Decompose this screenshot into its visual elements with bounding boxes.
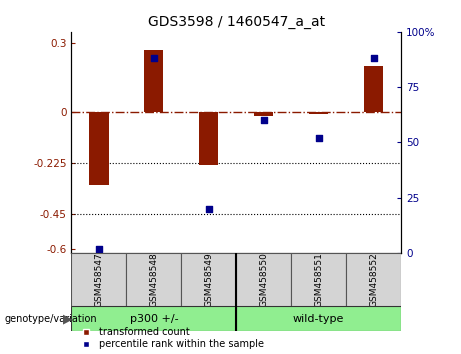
Text: wild-type: wild-type xyxy=(293,314,344,324)
Text: GSM458548: GSM458548 xyxy=(149,252,159,307)
Bar xyxy=(126,253,181,306)
Point xyxy=(205,206,213,212)
Bar xyxy=(236,306,401,331)
Bar xyxy=(89,112,108,185)
Text: GSM458551: GSM458551 xyxy=(314,252,323,307)
Text: genotype/variation: genotype/variation xyxy=(5,314,97,324)
Text: ▶: ▶ xyxy=(64,312,73,325)
Bar xyxy=(71,306,236,331)
Text: p300 +/-: p300 +/- xyxy=(130,314,178,324)
Bar xyxy=(364,66,383,112)
Point xyxy=(150,56,158,61)
Point xyxy=(315,135,322,141)
Bar xyxy=(291,253,346,306)
Bar xyxy=(71,253,126,306)
Bar xyxy=(254,112,273,116)
Bar xyxy=(199,112,219,165)
Legend: transformed count, percentile rank within the sample: transformed count, percentile rank withi… xyxy=(77,327,264,349)
Bar xyxy=(144,50,164,112)
Text: GSM458549: GSM458549 xyxy=(204,252,213,307)
Bar xyxy=(181,253,236,306)
Bar xyxy=(309,112,328,114)
Point xyxy=(95,246,103,252)
Bar xyxy=(236,253,291,306)
Text: GSM458550: GSM458550 xyxy=(259,252,268,307)
Point xyxy=(260,118,267,123)
Point xyxy=(370,56,377,61)
Text: GSM458552: GSM458552 xyxy=(369,252,378,307)
Title: GDS3598 / 1460547_a_at: GDS3598 / 1460547_a_at xyxy=(148,16,325,29)
Text: GSM458547: GSM458547 xyxy=(95,252,103,307)
Bar xyxy=(346,253,401,306)
